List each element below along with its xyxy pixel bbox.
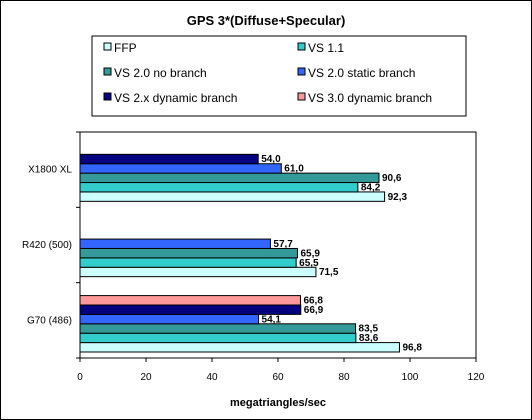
bar-3-4 xyxy=(79,313,260,325)
category-label-2: R420 (500) xyxy=(22,240,72,251)
x-tick-label-5: 80 xyxy=(338,372,350,383)
legend-swatch-4 xyxy=(297,67,306,76)
bar-3-5 xyxy=(79,304,302,315)
value-label-1-3: 90,6 xyxy=(382,173,402,184)
value-label-3-6: 66,8 xyxy=(303,296,323,307)
bar-2-2 xyxy=(79,257,297,268)
legend-swatch-5 xyxy=(103,92,112,101)
value-label-3-5: 66,9 xyxy=(304,305,324,316)
category-label-3: G70 (486) xyxy=(27,315,72,326)
value-label-1-5: 54,0 xyxy=(261,154,281,165)
legend-label-2: VS 1.1 xyxy=(308,41,344,55)
bar-3-6 xyxy=(79,295,301,306)
value-label-3-1: 96,8 xyxy=(402,343,422,354)
value-label-1-4: 61,0 xyxy=(284,164,304,175)
x-tick-label-6: 100 xyxy=(402,372,419,383)
x-tick-label-7: 120 xyxy=(468,372,485,383)
legend-label-5: VS 2.x dynamic branch xyxy=(114,91,237,105)
legend: FFP VS 1.1 VS 2.0 no branch VS 2.0 static b… xyxy=(91,35,467,117)
x-tick-label-1: 0 xyxy=(77,372,83,383)
value-label-2-4: 57,7 xyxy=(273,239,293,250)
bar-1-5 xyxy=(79,153,259,165)
bar-3-2 xyxy=(79,332,357,344)
legend-label-4: VS 2.0 static branch xyxy=(308,66,415,80)
x-axis: 0 20 40 60 80 100 120 xyxy=(77,358,485,383)
value-label-3-2: 83,6 xyxy=(359,333,379,344)
value-label-1-2: 84,2 xyxy=(361,182,381,193)
x-tick-label-4: 60 xyxy=(272,372,284,383)
x-tick-label-2: 20 xyxy=(140,372,152,383)
bar-3-1 xyxy=(79,342,400,353)
bar-1-2 xyxy=(79,182,359,193)
y-axis: X1800 XL R420 (500) G70 (486) xyxy=(22,131,80,359)
value-label-3-3: 83,5 xyxy=(359,324,379,335)
value-label-2-3: 65,9 xyxy=(300,248,320,259)
legend-swatch-2 xyxy=(297,42,306,51)
chart-title: GPS 3*(Diffuse+Specular) xyxy=(187,13,346,28)
bar-2-4 xyxy=(79,238,271,249)
bar-1-4 xyxy=(79,163,282,174)
x-tick-label-3: 40 xyxy=(206,372,218,383)
value-labels-layer: 92,3 84,290,6 61,054,0 71,565,565,9 57,7 96,8… xyxy=(261,154,422,353)
legend-box xyxy=(91,35,467,117)
bar-2-1 xyxy=(79,266,317,278)
value-label-1-1: 92,3 xyxy=(388,192,408,203)
x-axis-label: megatriangles/sec xyxy=(230,397,326,409)
bar-3-3 xyxy=(79,323,357,334)
bar-2-3 xyxy=(79,247,298,259)
legend-swatch-6 xyxy=(297,92,306,101)
value-label-2-1: 71,5 xyxy=(319,267,339,278)
value-label-3-4: 54,1 xyxy=(262,314,282,325)
legend-label-1: FFP xyxy=(114,41,137,55)
category-label-1: X1800 XL xyxy=(28,165,72,176)
legend-label-6: VS 3.0 dynamic branch xyxy=(308,91,432,105)
value-label-2-2: 65,5 xyxy=(299,258,319,269)
legend-swatch-3 xyxy=(103,67,112,76)
bar-1-3 xyxy=(79,172,380,184)
legend-label-3: VS 2.0 no branch xyxy=(114,66,207,80)
legend-swatch-1 xyxy=(103,42,112,51)
bars-layer xyxy=(79,153,400,353)
bar-1-1 xyxy=(79,191,386,202)
